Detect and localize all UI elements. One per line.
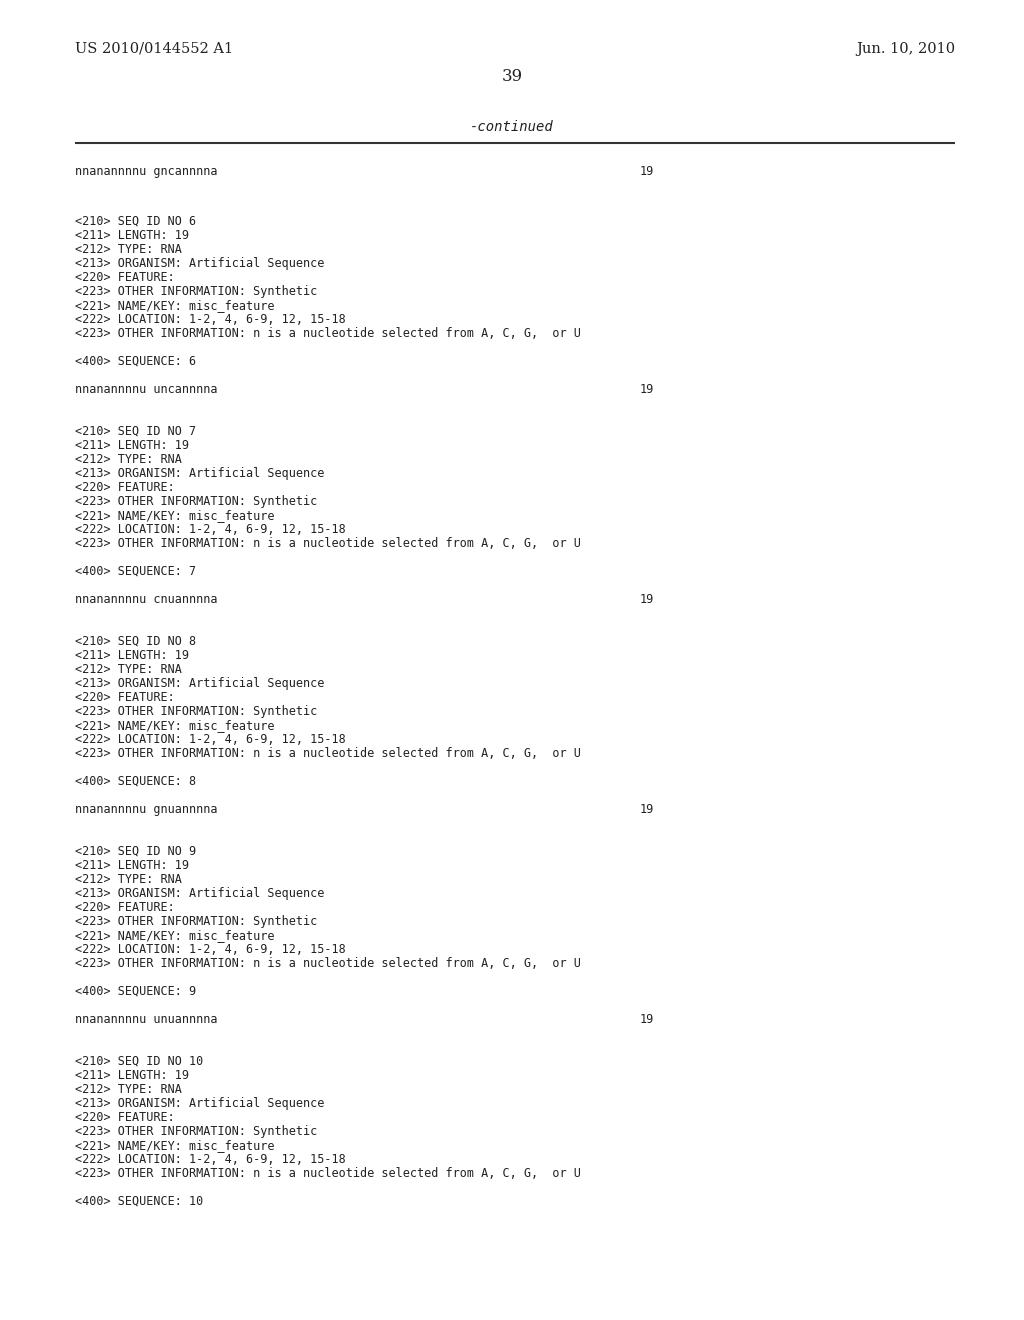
Text: <213> ORGANISM: Artificial Sequence: <213> ORGANISM: Artificial Sequence [75,257,325,271]
Text: <223> OTHER INFORMATION: n is a nucleotide selected from A, C, G,  or U: <223> OTHER INFORMATION: n is a nucleoti… [75,327,581,341]
Text: <400> SEQUENCE: 10: <400> SEQUENCE: 10 [75,1195,203,1208]
Text: <222> LOCATION: 1-2, 4, 6-9, 12, 15-18: <222> LOCATION: 1-2, 4, 6-9, 12, 15-18 [75,733,346,746]
Text: <223> OTHER INFORMATION: n is a nucleotide selected from A, C, G,  or U: <223> OTHER INFORMATION: n is a nucleoti… [75,1167,581,1180]
Text: <222> LOCATION: 1-2, 4, 6-9, 12, 15-18: <222> LOCATION: 1-2, 4, 6-9, 12, 15-18 [75,313,346,326]
Text: <223> OTHER INFORMATION: n is a nucleotide selected from A, C, G,  or U: <223> OTHER INFORMATION: n is a nucleoti… [75,747,581,760]
Text: -continued: -continued [470,120,554,135]
Text: <211> LENGTH: 19: <211> LENGTH: 19 [75,228,189,242]
Text: <220> FEATURE:: <220> FEATURE: [75,902,175,913]
Text: <223> OTHER INFORMATION: n is a nucleotide selected from A, C, G,  or U: <223> OTHER INFORMATION: n is a nucleoti… [75,537,581,550]
Text: <213> ORGANISM: Artificial Sequence: <213> ORGANISM: Artificial Sequence [75,677,325,690]
Text: <211> LENGTH: 19: <211> LENGTH: 19 [75,1069,189,1082]
Text: 19: 19 [640,803,654,816]
Text: <220> FEATURE:: <220> FEATURE: [75,271,175,284]
Text: <223> OTHER INFORMATION: Synthetic: <223> OTHER INFORMATION: Synthetic [75,1125,317,1138]
Text: <221> NAME/KEY: misc_feature: <221> NAME/KEY: misc_feature [75,929,274,942]
Text: <221> NAME/KEY: misc_feature: <221> NAME/KEY: misc_feature [75,1139,274,1152]
Text: <223> OTHER INFORMATION: Synthetic: <223> OTHER INFORMATION: Synthetic [75,495,317,508]
Text: <213> ORGANISM: Artificial Sequence: <213> ORGANISM: Artificial Sequence [75,1097,325,1110]
Text: 19: 19 [640,165,654,178]
Text: <211> LENGTH: 19: <211> LENGTH: 19 [75,649,189,663]
Text: <210> SEQ ID NO 7: <210> SEQ ID NO 7 [75,425,197,438]
Text: <210> SEQ ID NO 10: <210> SEQ ID NO 10 [75,1055,203,1068]
Text: <211> LENGTH: 19: <211> LENGTH: 19 [75,440,189,451]
Text: US 2010/0144552 A1: US 2010/0144552 A1 [75,42,233,55]
Text: <221> NAME/KEY: misc_feature: <221> NAME/KEY: misc_feature [75,510,274,521]
Text: <211> LENGTH: 19: <211> LENGTH: 19 [75,859,189,873]
Text: <222> LOCATION: 1-2, 4, 6-9, 12, 15-18: <222> LOCATION: 1-2, 4, 6-9, 12, 15-18 [75,523,346,536]
Text: <221> NAME/KEY: misc_feature: <221> NAME/KEY: misc_feature [75,300,274,312]
Text: <221> NAME/KEY: misc_feature: <221> NAME/KEY: misc_feature [75,719,274,733]
Text: <212> TYPE: RNA: <212> TYPE: RNA [75,663,182,676]
Text: <400> SEQUENCE: 6: <400> SEQUENCE: 6 [75,355,197,368]
Text: <213> ORGANISM: Artificial Sequence: <213> ORGANISM: Artificial Sequence [75,887,325,900]
Text: <212> TYPE: RNA: <212> TYPE: RNA [75,1082,182,1096]
Text: <212> TYPE: RNA: <212> TYPE: RNA [75,453,182,466]
Text: nnanannnnu cnuannnna: nnanannnnu cnuannnna [75,593,217,606]
Text: <210> SEQ ID NO 9: <210> SEQ ID NO 9 [75,845,197,858]
Text: <212> TYPE: RNA: <212> TYPE: RNA [75,243,182,256]
Text: <222> LOCATION: 1-2, 4, 6-9, 12, 15-18: <222> LOCATION: 1-2, 4, 6-9, 12, 15-18 [75,1152,346,1166]
Text: <223> OTHER INFORMATION: Synthetic: <223> OTHER INFORMATION: Synthetic [75,705,317,718]
Text: <210> SEQ ID NO 6: <210> SEQ ID NO 6 [75,215,197,228]
Text: nnanannnnu gncannnna: nnanannnnu gncannnna [75,165,217,178]
Text: nnanannnnu unuannnna: nnanannnnu unuannnna [75,1012,217,1026]
Text: 19: 19 [640,593,654,606]
Text: <222> LOCATION: 1-2, 4, 6-9, 12, 15-18: <222> LOCATION: 1-2, 4, 6-9, 12, 15-18 [75,942,346,956]
Text: 19: 19 [640,1012,654,1026]
Text: 19: 19 [640,383,654,396]
Text: <400> SEQUENCE: 8: <400> SEQUENCE: 8 [75,775,197,788]
Text: <400> SEQUENCE: 9: <400> SEQUENCE: 9 [75,985,197,998]
Text: <220> FEATURE:: <220> FEATURE: [75,1111,175,1125]
Text: <213> ORGANISM: Artificial Sequence: <213> ORGANISM: Artificial Sequence [75,467,325,480]
Text: nnanannnnu uncannnna: nnanannnnu uncannnna [75,383,217,396]
Text: 39: 39 [502,69,522,84]
Text: <400> SEQUENCE: 7: <400> SEQUENCE: 7 [75,565,197,578]
Text: Jun. 10, 2010: Jun. 10, 2010 [856,42,955,55]
Text: <223> OTHER INFORMATION: n is a nucleotide selected from A, C, G,  or U: <223> OTHER INFORMATION: n is a nucleoti… [75,957,581,970]
Text: nnanannnnu gnuannnna: nnanannnnu gnuannnna [75,803,217,816]
Text: <223> OTHER INFORMATION: Synthetic: <223> OTHER INFORMATION: Synthetic [75,285,317,298]
Text: <220> FEATURE:: <220> FEATURE: [75,480,175,494]
Text: <212> TYPE: RNA: <212> TYPE: RNA [75,873,182,886]
Text: <223> OTHER INFORMATION: Synthetic: <223> OTHER INFORMATION: Synthetic [75,915,317,928]
Text: <220> FEATURE:: <220> FEATURE: [75,690,175,704]
Text: <210> SEQ ID NO 8: <210> SEQ ID NO 8 [75,635,197,648]
